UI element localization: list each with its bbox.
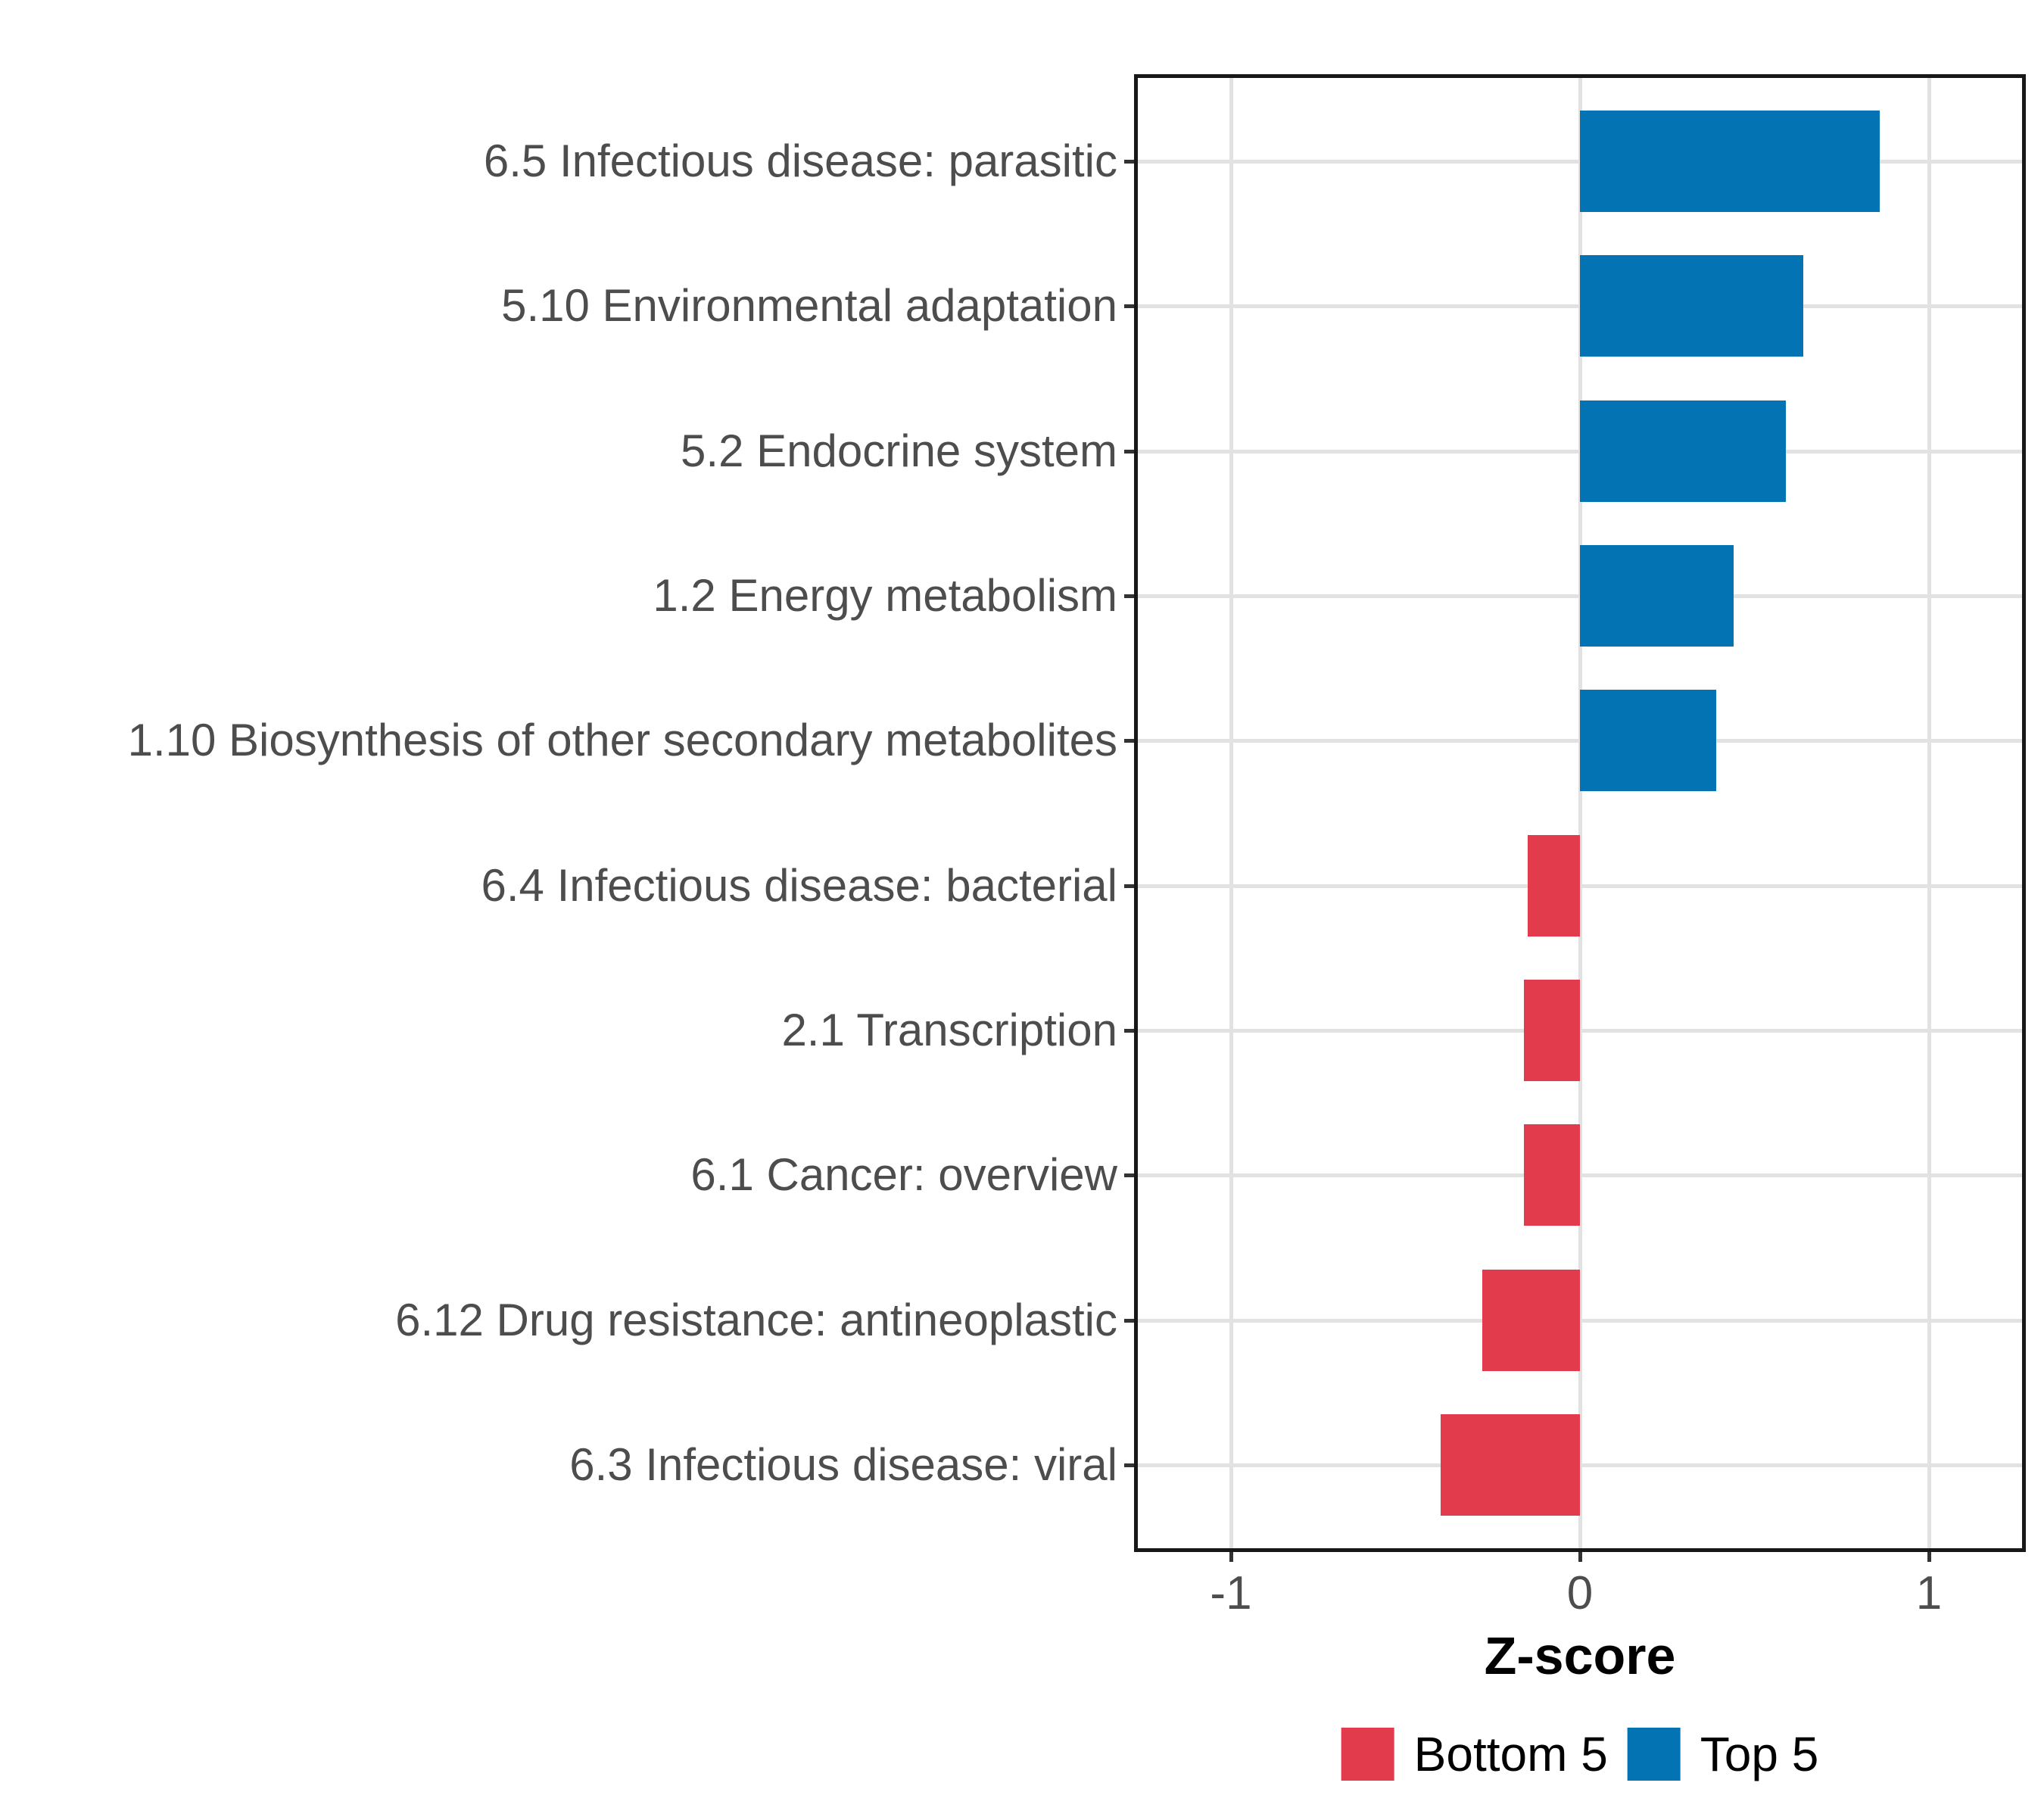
bar-top5 [1580,544,1734,647]
x-axis-title: Z-score [1484,1626,1676,1685]
plot-panel [1134,74,2026,1552]
bar-bottom5 [1482,1269,1580,1371]
bar-bottom5 [1440,1414,1580,1516]
y-axis-tick-mark [1124,1029,1134,1033]
x-tick-label: -1 [1210,1567,1252,1619]
gridline-vertical [1578,78,1582,1548]
legend: Bottom 5 Top 5 [1341,1727,1819,1781]
x-axis-tick-mark [1229,1552,1233,1562]
x-tick-label: 1 [1915,1567,1943,1619]
gridline-horizontal [1138,1318,2022,1323]
y-axis-label: 5.10 Environmental adaptation [501,280,1117,332]
y-axis-label: 6.3 Infectious disease: viral [569,1439,1117,1491]
bar-bottom5 [1524,1124,1580,1226]
y-axis-tick-mark [1124,1318,1134,1323]
legend-key-bottom5 [1341,1728,1394,1781]
legend-label-bottom5: Bottom 5 [1413,1727,1608,1781]
legend-label-top5: Top 5 [1700,1727,1819,1781]
y-axis-tick-mark [1124,159,1134,164]
gridline-horizontal [1138,884,2022,888]
y-axis-tick-mark [1124,884,1134,888]
bar-top5 [1580,400,1786,502]
bar-bottom5 [1527,834,1580,937]
gridline-horizontal [1138,1173,2022,1178]
y-axis-label: 6.5 Infectious disease: parasitic [483,135,1117,186]
bar-top5 [1580,255,1804,357]
y-axis-label: 2.1 Transcription [781,1005,1117,1056]
y-axis-tick-mark [1124,739,1134,743]
gridline-vertical [1229,78,1233,1548]
bar-top5 [1580,110,1880,212]
y-axis-tick-mark [1124,449,1134,453]
x-axis-tick-mark [1578,1552,1582,1562]
x-tick-label: 0 [1566,1567,1594,1619]
y-axis-tick-mark [1124,1463,1134,1468]
bar-top5 [1580,690,1716,792]
gridline-vertical [1927,78,1931,1548]
y-axis-tick-mark [1124,304,1134,309]
legend-key-top5 [1627,1728,1681,1781]
y-axis-tick-mark [1124,1173,1134,1178]
y-axis-label: 5.2 Endocrine system [681,425,1117,476]
y-axis-label: 1.10 Biosynthesis of other secondary met… [127,715,1117,766]
y-axis-tick-mark [1124,594,1134,598]
y-axis-label: 1.2 Energy metabolism [653,569,1117,621]
gridline-horizontal [1138,1029,2022,1033]
y-axis-label: 6.4 Infectious disease: bacterial [481,859,1118,911]
x-axis-tick-mark [1927,1552,1931,1562]
y-axis-label: 6.1 Cancer: overview [690,1149,1117,1201]
gridline-horizontal [1138,1463,2022,1468]
y-axis-label: 6.12 Drug resistance: antineoplastic [395,1294,1117,1345]
bar-bottom5 [1524,980,1580,1082]
